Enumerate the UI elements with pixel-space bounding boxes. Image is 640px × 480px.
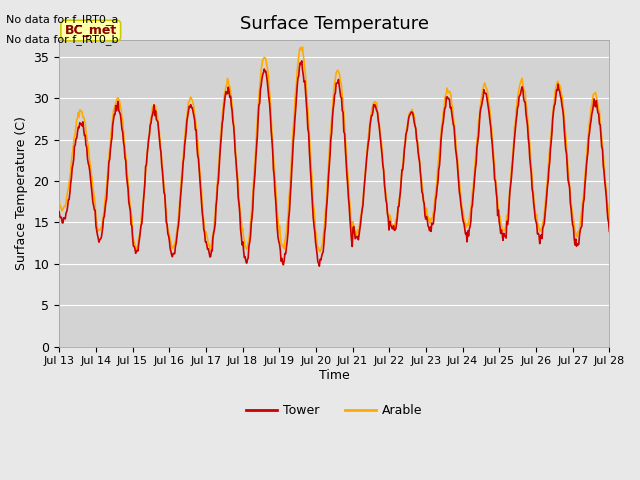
Tower xyxy=(605,228,613,234)
Line: Arable: Arable xyxy=(59,47,609,252)
Tower xyxy=(316,264,323,269)
Arable xyxy=(299,44,307,50)
Arable xyxy=(403,126,410,132)
Tower xyxy=(207,253,214,259)
Tower xyxy=(298,58,305,64)
Tower xyxy=(419,191,426,197)
Arable xyxy=(178,173,186,179)
Arable xyxy=(65,180,73,186)
Arable xyxy=(122,152,129,158)
Y-axis label: Surface Temperature (C): Surface Temperature (C) xyxy=(15,117,28,270)
Tower xyxy=(178,182,186,188)
Arable xyxy=(207,246,214,252)
Tower xyxy=(122,157,129,163)
Tower xyxy=(403,129,410,135)
X-axis label: Time: Time xyxy=(319,369,349,382)
Arable xyxy=(605,217,613,223)
Line: Tower: Tower xyxy=(59,61,609,266)
Arable xyxy=(419,187,426,192)
Title: Surface Temperature: Surface Temperature xyxy=(240,15,429,33)
Arable xyxy=(316,249,324,254)
Tower xyxy=(65,197,73,203)
Text: BC_met: BC_met xyxy=(65,24,117,37)
Text: No data for f_IRT0_b: No data for f_IRT0_b xyxy=(6,34,119,45)
Legend: Tower, Arable: Tower, Arable xyxy=(241,399,428,422)
Arable xyxy=(55,197,63,203)
Tower xyxy=(55,209,63,215)
Text: No data for f_IRT0_a: No data for f_IRT0_a xyxy=(6,14,119,25)
